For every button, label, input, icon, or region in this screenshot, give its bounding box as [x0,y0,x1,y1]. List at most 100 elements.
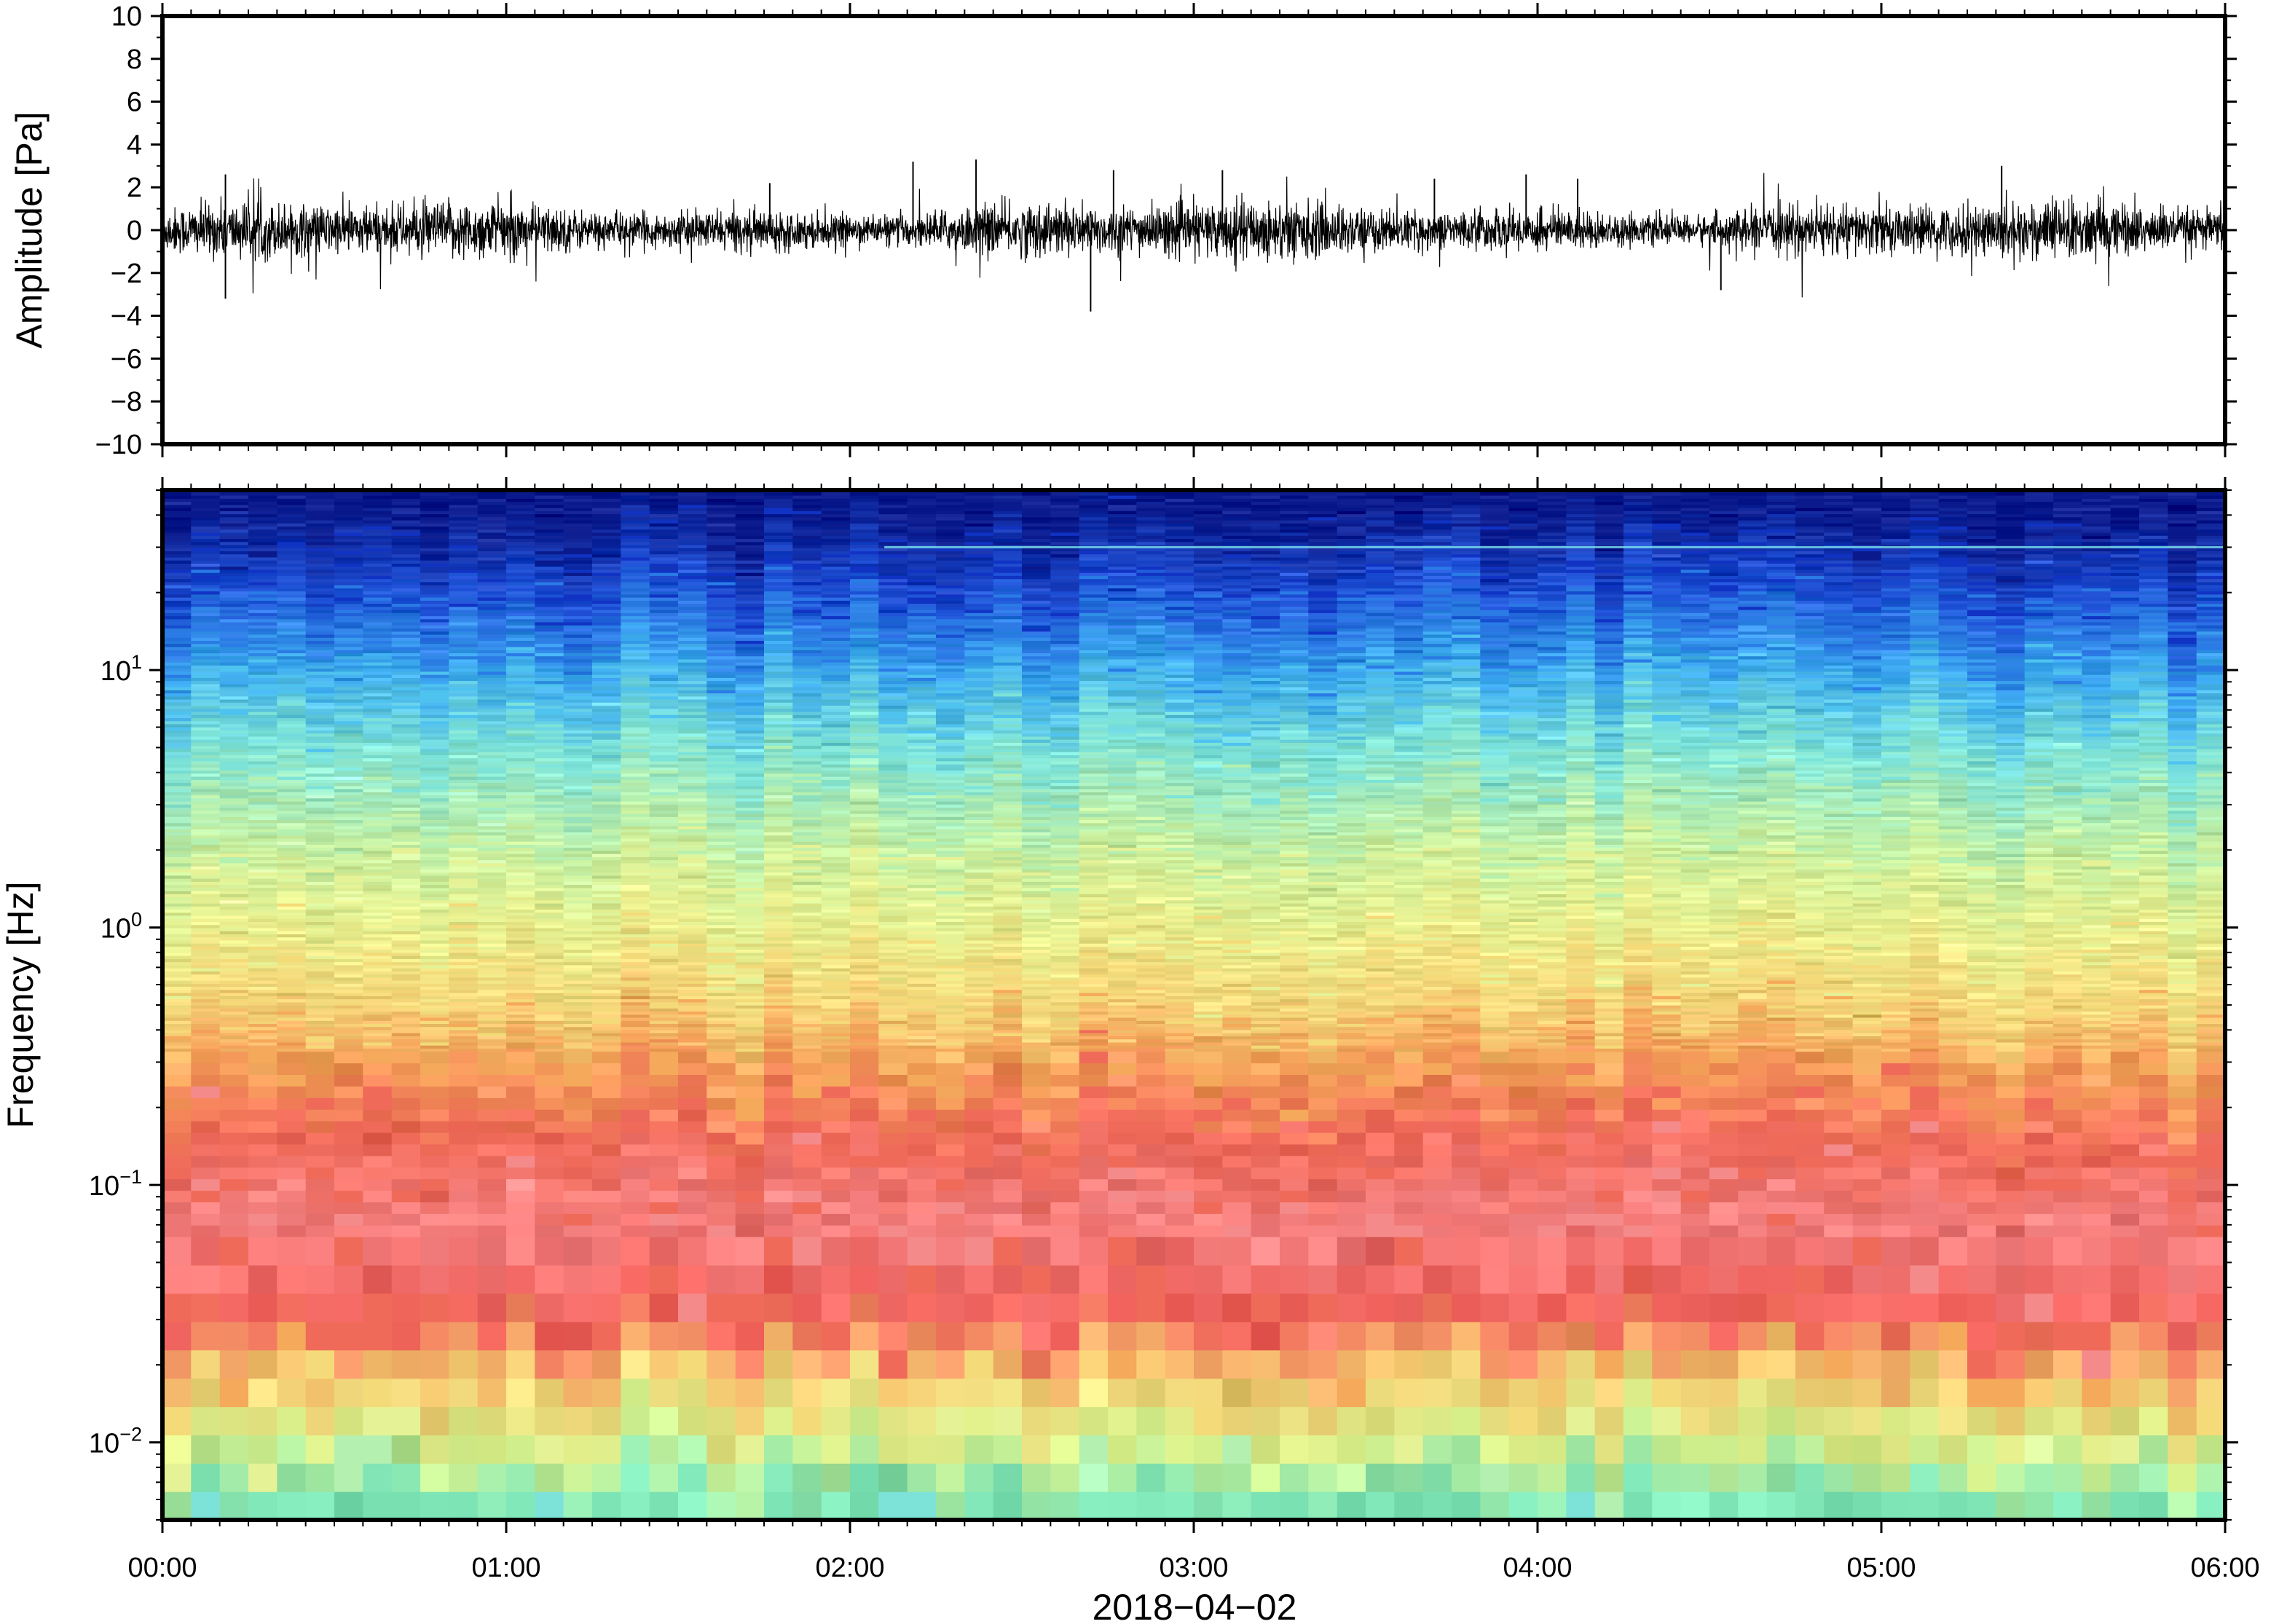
spectrogram-cell [477,903,507,907]
spectrogram-cell [162,699,192,703]
spectrogram-cell [219,668,249,672]
spectrogram-cell [248,717,278,722]
spectrogram-cell [277,1225,307,1237]
spectrogram-cell [219,560,249,564]
spectrogram-cell [592,822,621,827]
spectrogram-cell [363,844,393,848]
spectrogram-cell [191,708,221,712]
spectrogram-cell [592,773,621,777]
spectrogram-cell [649,1143,679,1156]
spectrogram-cell [162,634,192,638]
spectrogram-cell [391,1001,421,1006]
spectrogram-cell [535,650,564,653]
spectrogram-cell [764,1463,793,1492]
spectrogram-cell [764,847,793,851]
spectrogram-cell [707,899,736,904]
spectrogram-cell [363,520,393,524]
spectrogram-cell [391,964,421,969]
spectrogram-cell [621,776,650,780]
spectrogram-cell [563,572,593,576]
spectrogram-cell [248,835,278,839]
spectrogram-cell [535,903,564,907]
spectrogram-cell [248,575,278,580]
spectrogram-cell [735,1041,765,1046]
spectrogram-cell [219,1074,249,1087]
spectrogram-cell [764,816,793,820]
spectrogram-cell [363,1406,393,1435]
spectrogram-cell [477,653,507,657]
spectrogram-cell [678,1349,707,1379]
spectrogram-cell [649,610,679,613]
spectrogram-cell [363,1048,393,1052]
spectrogram-cell [649,757,679,762]
spectrogram-cell [162,588,192,592]
spectrogram-cell [649,899,679,904]
spectrogram-cell [420,844,449,848]
spectrogram-cell [649,946,679,950]
spectrogram-cell [678,1435,707,1464]
spectrogram-cell [191,551,221,555]
spectrogram-cell [305,513,335,518]
spectrogram-cell [334,782,363,787]
spectrogram-cell [334,767,363,771]
spectrogram-cell [191,977,221,981]
spectrogram-cell [764,943,793,947]
spectrogram-cell [449,813,479,817]
spectrogram-cell [649,575,679,580]
spectrogram-cell [449,912,479,916]
spectrogram-cell [391,1017,421,1021]
spectrogram-cell [191,541,221,545]
spectrogram-cell [506,578,535,583]
spectrogram-cell [391,1041,421,1046]
spectrogram-cell [449,671,479,675]
spectrogram-cell [477,977,507,981]
spectrogram-cell [219,896,249,901]
spectrogram-cell [191,826,221,829]
spectrogram-cell [649,520,679,524]
spectrogram-cell [792,1008,822,1012]
spectrogram-cell [563,1086,593,1098]
spectrogram-cell [563,1026,593,1030]
spectrogram-cell [477,1011,507,1015]
spectrogram-cell [162,1109,192,1122]
spectrogram-cell [162,581,192,586]
spectrogram-cell [792,931,822,934]
spectrogram-cell [162,1023,192,1028]
spectrogram-cell [363,841,393,845]
spectrogram-cell [563,736,593,740]
spectrogram-cell [764,887,793,891]
spectrogram-cell [449,1051,479,1064]
spectrogram-cell [563,924,593,929]
spectrogram-cell [792,934,822,938]
spectrogram-cell [391,643,421,647]
spectrogram-cell [707,544,736,548]
spectrogram-cell [334,837,363,842]
spectrogram-cell [735,955,765,959]
spectrogram-cell [219,924,249,929]
spectrogram-cell [449,1190,479,1202]
spectrogram-cell [305,575,335,580]
spectrogram-cell [792,754,822,759]
spectrogram-cell [764,526,793,530]
spectrogram-cell [764,1023,793,1028]
spectrogram-cell [649,742,679,746]
spectrogram-cell [248,909,278,913]
spectrogram-cell [363,807,393,811]
spectrogram-cell [420,739,449,743]
spectrogram-cell [420,1074,449,1087]
spectrogram-cell [277,680,307,685]
spectrogram-cell [707,1178,736,1191]
spectrogram-cell [678,529,707,533]
spectrogram-cell [305,971,335,975]
spectrogram-cell [621,610,650,613]
spectrogram-cell [535,909,564,913]
spectrogram-cell [305,844,335,848]
waveform-y-tick-label: −2 [111,259,142,289]
spectrogram-cell [334,1178,363,1191]
spectrogram-cell [764,637,793,641]
spectrogram-cell [277,1017,307,1021]
spectrogram-cell [735,757,765,762]
spectrogram-cell [678,730,707,734]
spectrogram-cell [649,875,679,879]
